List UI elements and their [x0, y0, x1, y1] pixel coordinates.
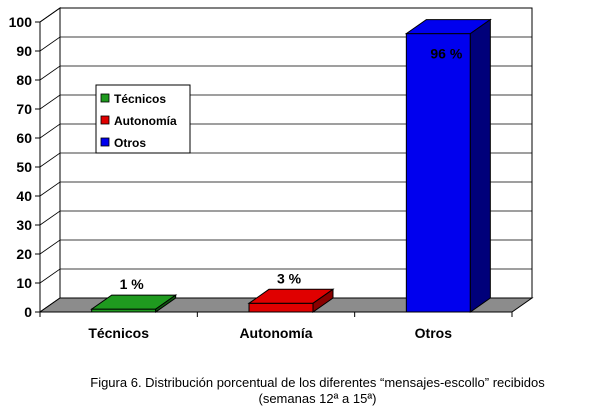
bar-side-otros: [469, 18, 491, 313]
category-labels: Técnicos Autonomía Otros: [88, 325, 452, 341]
y-tick-labels: 0 10 20 30 40 50 60 70 80 90 100: [9, 14, 33, 320]
y-tick-label: 60: [16, 130, 32, 146]
x-tick-label-autonomia: Autonomía: [239, 325, 312, 341]
legend: Técnicos Autonomía Otros: [95, 84, 191, 154]
grid-line: [39, 36, 532, 52]
bar-otros: [404, 18, 492, 313]
bar-front-otros: [405, 33, 471, 313]
y-tick-label: 30: [16, 217, 32, 233]
grid-line: [39, 123, 532, 139]
grid-line: [39, 152, 532, 168]
legend-box: [95, 84, 191, 154]
y-tick-label: 100: [9, 14, 33, 30]
data-label-tecnicos: 1 %: [120, 276, 145, 292]
y-tick-label: 90: [16, 43, 32, 59]
y-tick-label: 80: [16, 72, 32, 88]
bar-front-autonomia: [248, 302, 314, 313]
legend-label-autonomia: Autonomía: [114, 114, 177, 128]
x-tick-label-otros: Otros: [415, 325, 453, 341]
y-tick-label: 40: [16, 188, 32, 204]
legend-label-tecnicos: Técnicos: [114, 92, 166, 106]
bar-chart: 0 10 20 30 40 50 60 70 80 90 100 1 % 3 % 96 % Técnic…: [9, 7, 534, 341]
legend-label-otros: Otros: [114, 136, 146, 150]
grid-line: [39, 65, 532, 81]
figure-caption-line-2: (semanas 12ª a 15ª): [258, 391, 377, 406]
y-tick-label: 70: [16, 101, 32, 117]
y-tick-label: 50: [16, 159, 32, 175]
grid-line: [39, 94, 532, 110]
y-tick-label: 0: [24, 304, 32, 320]
bars: [90, 18, 492, 313]
grid-line: [39, 210, 532, 226]
y-tick-label: 20: [16, 246, 32, 262]
bar-autonomia: [247, 288, 335, 313]
grid-line: [39, 181, 532, 197]
legend-swatch-autonomia: [100, 115, 110, 125]
grid-line: [39, 239, 532, 255]
data-labels: 1 % 3 % 96 %: [120, 46, 463, 293]
figure-caption-line-1: Figura 6. Distribución porcentual de los…: [90, 375, 545, 390]
grid-line: [39, 7, 532, 23]
bar-side-autonomia: [312, 288, 334, 313]
grid-line: [39, 268, 532, 284]
bar-side-tecnicos: [155, 294, 177, 313]
legend-swatch-otros: [100, 137, 110, 147]
data-label-otros: 96 %: [430, 46, 462, 62]
bar-tecnicos: [90, 294, 178, 313]
legend-swatch-tecnicos: [100, 93, 110, 103]
y-tick-label: 10: [16, 275, 32, 291]
x-tick-label-tecnicos: Técnicos: [88, 325, 149, 341]
grid-lines: [39, 7, 532, 313]
data-label-autonomia: 3 %: [277, 270, 302, 286]
